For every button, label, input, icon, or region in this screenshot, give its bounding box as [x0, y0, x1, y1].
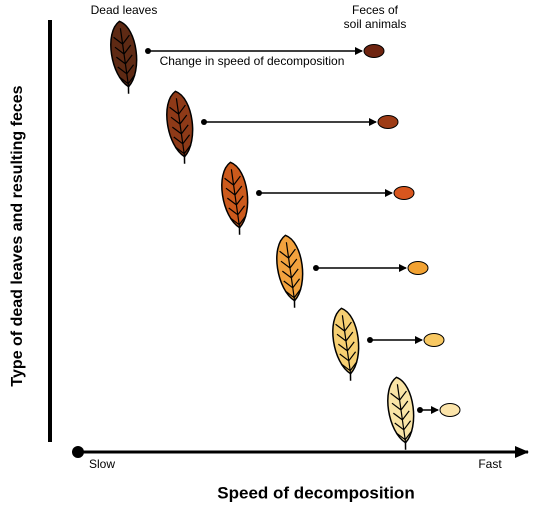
arrow-label: Change in speed of decomposition: [160, 54, 345, 68]
leaf: [166, 90, 194, 164]
feces: [363, 44, 385, 58]
feces-label: Feces of: [352, 3, 399, 17]
leaves-label: Dead leaves: [91, 3, 158, 17]
leaf-veins: [113, 28, 136, 86]
feces: [393, 186, 415, 200]
feces: [407, 261, 429, 275]
leaf-veins: [224, 169, 247, 227]
feces-label: soil animals: [344, 17, 407, 31]
leaf: [387, 376, 415, 450]
leaf-veins: [169, 98, 192, 156]
leaf-veins: [390, 384, 413, 442]
leaf-veins: [335, 315, 358, 373]
x-axis-title: Speed of decomposition: [217, 483, 414, 502]
leaf: [110, 20, 138, 94]
feces: [439, 403, 461, 417]
fast-label: Fast: [478, 457, 502, 471]
feces: [423, 333, 445, 347]
leaf: [221, 161, 249, 235]
leaf-veins: [279, 242, 302, 300]
feces: [377, 115, 399, 129]
leaf: [332, 307, 360, 381]
slow-label: Slow: [89, 457, 115, 471]
y-axis-title: Type of dead leaves and resulting feces: [9, 85, 26, 386]
leaf: [276, 234, 304, 308]
